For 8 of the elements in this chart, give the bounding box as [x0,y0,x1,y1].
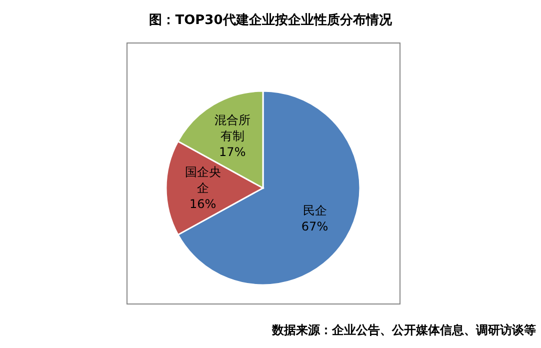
slice-label: 民企 [302,204,327,218]
data-label: 16% [190,197,216,211]
slice-label: 国企央企 [184,165,221,195]
slice-label: 混合所有制 [214,113,250,144]
data-label: 17% [219,145,246,160]
chart-title: 图：TOP30代建企业按企业性质分布情况 [149,12,393,28]
source-note: 数据来源：企业公告、公开媒体信息、调研访谈等 [271,323,536,337]
data-label: 67% [301,220,328,234]
